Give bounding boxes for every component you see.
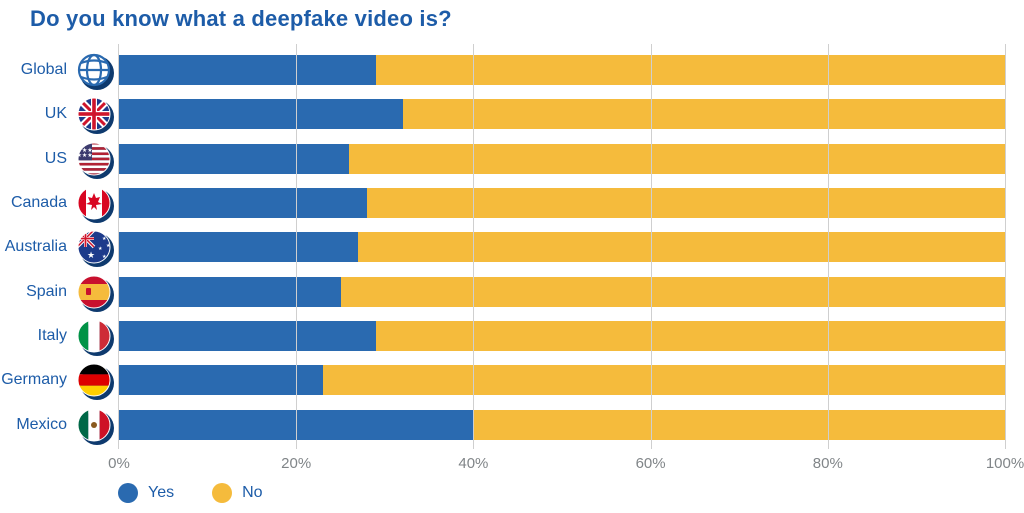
legend: Yes No [118, 483, 263, 503]
chart-rows: Global UK US★★★★★★ Canada Australia★★★★★ Spai… [119, 44, 1005, 449]
legend-swatch-icon [118, 483, 138, 503]
chart-row: Canada [119, 188, 1005, 218]
x-tick-label: 80% [813, 455, 843, 472]
bar-segment-yes [119, 99, 403, 129]
bar-segment-no [403, 99, 1005, 129]
legend-item-yes: Yes [118, 483, 174, 503]
bar-segment-no [341, 277, 1006, 307]
category-label: UK [45, 105, 67, 123]
bar-segment-yes [119, 232, 358, 262]
spain-flag-icon [77, 275, 111, 309]
bar-segment-no [376, 321, 1005, 351]
mexico-flag-icon [77, 408, 111, 442]
svg-text:★: ★ [98, 246, 103, 252]
chart-row: Australia★★★★★ [119, 232, 1005, 262]
chart-row: UK [119, 99, 1005, 129]
gridline [828, 44, 829, 449]
stacked-bar [119, 277, 1005, 307]
bar-segment-yes [119, 144, 349, 174]
plot-area: Global UK US★★★★★★ Canada Australia★★★★★ Spai… [118, 44, 1006, 449]
legend-label: No [242, 484, 262, 502]
svg-text:★: ★ [87, 250, 95, 260]
category-label: Global [21, 61, 67, 79]
chart-row: Germany [119, 365, 1005, 395]
gridline [296, 44, 297, 449]
us-flag-icon: ★★★★★★ [77, 142, 111, 176]
bar-segment-yes [119, 55, 376, 85]
deepfake-awareness-chart: Do you know what a deepfake video is? Gl… [0, 0, 1024, 513]
stacked-bar [119, 144, 1005, 174]
bar-segment-yes [119, 321, 376, 351]
stacked-bar [119, 232, 1005, 262]
uk-flag-icon [77, 97, 111, 131]
x-tick-label: 0% [108, 455, 130, 472]
bar-segment-no [349, 144, 1005, 174]
chart-row: US★★★★★★ [119, 144, 1005, 174]
x-tick-label: 20% [281, 455, 311, 472]
bar-segment-no [367, 188, 1005, 218]
category-label: Canada [11, 194, 67, 212]
gridline [473, 44, 474, 449]
bar-segment-yes [119, 277, 341, 307]
category-label: US [45, 150, 67, 168]
chart-row: Italy [119, 321, 1005, 351]
chart-row: Spain [119, 277, 1005, 307]
germany-flag-icon [77, 363, 111, 397]
category-label: Mexico [16, 416, 67, 434]
bar-segment-no [323, 365, 1005, 395]
italy-flag-icon [77, 319, 111, 353]
legend-item-no: No [212, 483, 262, 503]
category-label: Spain [26, 283, 67, 301]
stacked-bar [119, 365, 1005, 395]
australia-flag-icon: ★★★★★ [77, 230, 111, 264]
stacked-bar [119, 99, 1005, 129]
bar-segment-no [473, 410, 1005, 440]
chart-title: Do you know what a deepfake video is? [30, 6, 452, 32]
bar-segment-yes [119, 188, 367, 218]
bar-segment-no [358, 232, 1005, 262]
x-tick-label: 60% [636, 455, 666, 472]
legend-swatch-icon [212, 483, 232, 503]
global-flag-icon [77, 53, 111, 87]
legend-label: Yes [148, 484, 174, 502]
x-tick-label: 100% [986, 455, 1024, 472]
bar-segment-no [376, 55, 1005, 85]
stacked-bar [119, 55, 1005, 85]
stacked-bar [119, 321, 1005, 351]
category-label: Australia [5, 238, 67, 256]
bar-segment-yes [119, 365, 323, 395]
x-tick-label: 40% [458, 455, 488, 472]
chart-row: Mexico [119, 410, 1005, 440]
gridline [651, 44, 652, 449]
category-label: Germany [1, 371, 67, 389]
category-label: Italy [38, 327, 67, 345]
stacked-bar [119, 188, 1005, 218]
chart-row: Global [119, 55, 1005, 85]
canada-flag-icon [77, 186, 111, 220]
stacked-bar [119, 410, 1005, 440]
